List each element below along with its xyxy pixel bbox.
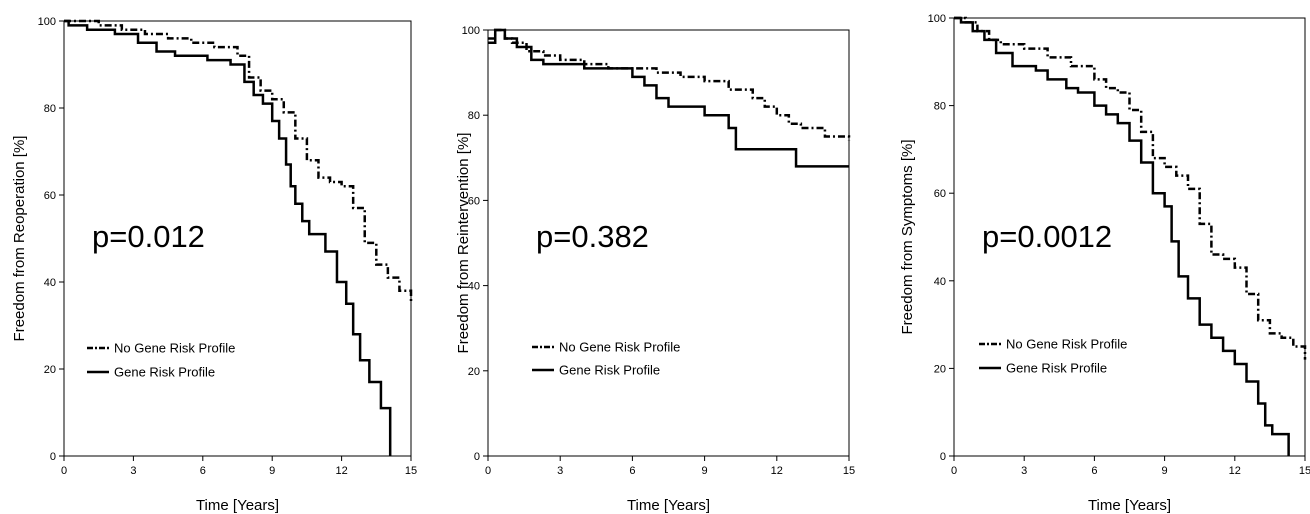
y-tick-label: 80	[44, 103, 56, 115]
y-axis-label: Freedom from Reintervention [%]	[455, 133, 472, 354]
x-axis-label: Time [Years]	[627, 497, 710, 514]
legend-label-no-gene-risk: No Gene Risk Profile	[114, 341, 235, 356]
x-axis-label: Time [Years]	[1088, 497, 1171, 514]
y-tick-label: 20	[468, 366, 480, 378]
x-tick-label: 15	[405, 465, 417, 477]
x-tick-label: 0	[61, 465, 67, 477]
y-tick-label: 40	[468, 281, 480, 293]
legend-label-gene-risk: Gene Risk Profile	[114, 365, 215, 380]
series-line-no-gene-risk	[64, 19, 413, 304]
y-tick-label: 0	[50, 451, 56, 463]
p-value-annotation: p=0.382	[536, 219, 649, 254]
y-tick-label: 60	[934, 188, 946, 200]
y-tick-label: 60	[44, 190, 56, 202]
p-value-annotation: p=0.012	[92, 219, 205, 254]
y-tick-label: 40	[44, 277, 56, 289]
y-tick-label: 60	[468, 195, 480, 207]
y-tick-label: 0	[940, 451, 946, 463]
y-tick-label: 100	[928, 13, 946, 25]
p-value-annotation: p=0.0012	[982, 219, 1112, 254]
y-axis-label: Freedom from Reoperation [%]	[11, 136, 28, 342]
y-tick-label: 100	[38, 16, 56, 28]
legend-label-no-gene-risk: No Gene Risk Profile	[559, 340, 680, 355]
x-tick-label: 12	[771, 465, 783, 477]
panel-reoperation: 0 3 6 9 12 15 0 20 40 60 80 100 Time [Years] Freedom …	[11, 16, 417, 514]
y-tick-label: 20	[44, 364, 56, 376]
y-tick-label: 80	[934, 101, 946, 113]
x-tick-label: 3	[1021, 465, 1027, 477]
y-axis-label: Freedom from Symptoms [%]	[899, 139, 916, 334]
x-tick-label: 3	[557, 465, 563, 477]
series-line-gene-risk	[488, 28, 849, 168]
x-axis-label: Time [Years]	[196, 497, 279, 514]
series-line-no-gene-risk	[488, 28, 851, 141]
legend-label-gene-risk: Gene Risk Profile	[559, 363, 660, 378]
legend-label-gene-risk: Gene Risk Profile	[1006, 361, 1107, 376]
plot-frame	[487, 29, 850, 457]
y-tick-label: 100	[462, 25, 480, 37]
x-tick-label: 12	[1229, 465, 1241, 477]
panel-reintervention: 0 3 6 9 12 15 0 20 40 60 80 100 Time [Years] Freedom …	[455, 25, 855, 514]
x-tick-label: 15	[843, 465, 855, 477]
legend-label-no-gene-risk: No Gene Risk Profile	[1006, 337, 1127, 352]
x-tick-label: 0	[951, 465, 957, 477]
y-tick-label: 0	[474, 451, 480, 463]
x-tick-label: 3	[130, 465, 136, 477]
x-tick-label: 6	[200, 465, 206, 477]
x-tick-label: 9	[1162, 465, 1168, 477]
x-tick-label: 0	[485, 465, 491, 477]
y-tick-label: 80	[468, 110, 480, 122]
series-line-no-gene-risk	[954, 16, 1307, 360]
x-tick-label: 15	[1299, 465, 1310, 477]
legend: No Gene Risk Profile Gene Risk Profile	[979, 337, 1127, 376]
series-line-gene-risk	[64, 19, 392, 456]
x-tick-label: 6	[1091, 465, 1097, 477]
legend: No Gene Risk Profile Gene Risk Profile	[87, 341, 235, 380]
x-tick-label: 9	[269, 465, 275, 477]
plot-frame	[63, 20, 412, 457]
x-tick-label: 9	[702, 465, 708, 477]
panel-symptoms: 0 3 6 9 12 15 0 20 40 60 80 100 Time [Years] Freedom …	[899, 13, 1310, 514]
x-tick-label: 12	[335, 465, 347, 477]
legend: No Gene Risk Profile Gene Risk Profile	[532, 340, 680, 378]
plot-frame	[953, 17, 1306, 457]
x-tick-label: 6	[629, 465, 635, 477]
series-line-gene-risk	[954, 16, 1290, 456]
y-tick-label: 40	[934, 276, 946, 288]
y-tick-label: 20	[934, 363, 946, 375]
